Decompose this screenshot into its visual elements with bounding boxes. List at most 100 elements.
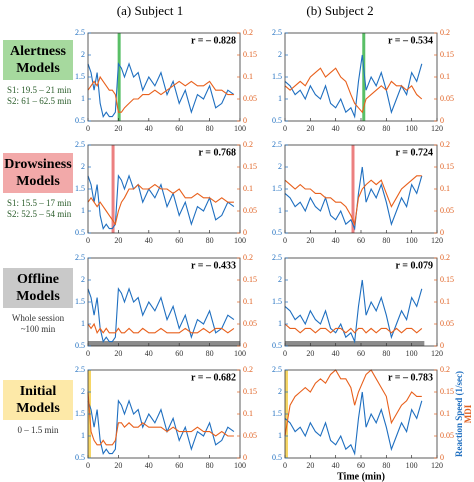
y-tick-label: 0.5 (272, 341, 282, 350)
y-tick-label: 1.5 (75, 72, 85, 81)
y2-tick-label: 0.15 (440, 275, 454, 284)
note: S1: 19.5 – 21 min (7, 85, 72, 95)
y-tick-label: 1 (81, 431, 85, 440)
y-tick-label: 2.5 (272, 253, 282, 262)
y2-axis-label: MDI (463, 404, 473, 423)
row-label-box: Initial Models (3, 380, 73, 420)
row-notes: S1: 19.5 – 21 min S2: 61 – 62.5 min (3, 85, 73, 107)
x-tick-label: 40 (145, 349, 153, 358)
x-tick-label: 0 (283, 124, 287, 133)
x-tick-label: 80 (206, 349, 214, 358)
x-tick-label: 80 (206, 236, 214, 245)
x-tick-label: 0 (86, 349, 90, 358)
y2-tick-label: 0.15 (440, 162, 454, 171)
series-line (87, 322, 235, 335)
x-tick-label: 40 (332, 349, 340, 358)
y2-tick-label: 0.1 (243, 409, 253, 418)
y2-tick-label: 0 (243, 453, 247, 462)
x-tick-label: 20 (306, 236, 314, 245)
y2-tick-label: 0 (440, 341, 444, 350)
y-tick-label: 1 (81, 319, 85, 328)
y2-tick-label: 0.15 (243, 50, 257, 59)
x-tick-label: 40 (145, 461, 153, 470)
row-label-box: Drowsiness Models (3, 153, 73, 193)
y2-tick-label: 0 (440, 453, 444, 462)
series-line (284, 369, 422, 437)
y2-tick-label: 0.2 (440, 365, 450, 374)
x-tick-label: 20 (114, 124, 122, 133)
y-tick-label: 1 (81, 94, 85, 103)
x-tick-label: 40 (332, 124, 340, 133)
y-tick-label: 2.5 (75, 140, 85, 149)
x-tick-label: 60 (357, 349, 365, 358)
y2-tick-label: 0.1 (440, 184, 450, 193)
y-tick-label: 1.5 (272, 297, 282, 306)
note: S2: 61 – 62.5 min (7, 96, 72, 106)
highlight-band (117, 33, 121, 121)
x-tick-label: 40 (332, 461, 340, 470)
y2-tick-label: 0.05 (243, 431, 257, 440)
row-label: Drowsiness Models S1: 15.5 – 17 min S2: 5… (3, 153, 73, 220)
y-tick-label: 2.5 (272, 365, 282, 374)
x-tick-label: 60 (175, 461, 183, 470)
y2-tick-label: 0.05 (440, 431, 454, 440)
y-tick-label: 2 (278, 387, 282, 396)
series-line (87, 287, 235, 343)
row-notes: S1: 15.5 – 17 min S2: 52.5 – 54 min (3, 198, 73, 220)
y2-tick-label: 0.2 (440, 253, 450, 262)
y2-tick-label: 0.15 (243, 162, 257, 171)
x-tick-label: 80 (206, 124, 214, 133)
highlight-band (88, 341, 240, 346)
x-tick-label: 60 (175, 124, 183, 133)
y2-tick-label: 0 (243, 341, 247, 350)
note: S2: 52.5 – 54 min (7, 209, 72, 219)
y2-tick-label: 0 (440, 116, 444, 125)
y-tick-label: 0.5 (272, 228, 282, 237)
y2-tick-label: 0.2 (440, 28, 450, 37)
y-tick-label: 2 (81, 387, 85, 396)
x-tick-label: 60 (357, 124, 365, 133)
x-tick-label: 100 (406, 461, 418, 470)
row-label: Alertness Models S1: 19.5 – 21 min S2: 61… (3, 40, 73, 107)
y-tick-label: 1.5 (272, 409, 282, 418)
y2-tick-label: 0 (243, 116, 247, 125)
y2-tick-label: 0.1 (440, 297, 450, 306)
y-tick-label: 2 (81, 50, 85, 59)
correlation-label: r = – 0.433 (191, 260, 236, 271)
y-tick-label: 2.5 (272, 140, 282, 149)
series-line (87, 391, 234, 446)
y-tick-label: 0.5 (75, 453, 85, 462)
y-tick-label: 2 (81, 275, 85, 284)
y-tick-label: 1.5 (272, 184, 282, 193)
x-tick-label: 80 (382, 349, 390, 358)
x-tick-label: 60 (175, 349, 183, 358)
y2-tick-label: 0.1 (440, 72, 450, 81)
x-tick-label: 120 (431, 124, 443, 133)
correlation-label: r = – 0.682 (191, 372, 236, 383)
y-tick-label: 0.5 (75, 116, 85, 125)
x-tick-label: 100 (234, 236, 246, 245)
y-tick-label: 1.5 (75, 409, 85, 418)
y-tick-label: 2.5 (75, 365, 85, 374)
x-tick-label: 20 (114, 236, 122, 245)
series-line (87, 183, 234, 226)
x-tick-label: 100 (234, 349, 246, 358)
column-title: (a) Subject 1 (117, 3, 183, 18)
y2-tick-label: 0.05 (440, 94, 454, 103)
x-tick-label: 0 (86, 461, 90, 470)
y2-tick-label: 0.2 (243, 253, 253, 262)
y2-tick-label: 0.1 (243, 72, 253, 81)
x-tick-label: 40 (332, 236, 340, 245)
x-axis-label: Time (min) (337, 471, 385, 482)
y2-tick-label: 0.05 (440, 319, 454, 328)
x-tick-label: 120 (431, 461, 443, 470)
y2-tick-label: 0.2 (243, 28, 253, 37)
correlation-label: r = 0.724 (396, 147, 433, 158)
x-tick-label: 40 (145, 236, 153, 245)
highlight-band (351, 145, 355, 233)
y-tick-label: 1.5 (272, 72, 282, 81)
x-tick-label: 0 (283, 461, 287, 470)
y2-tick-label: 0.15 (440, 387, 454, 396)
row-label: Offline Models Whole session ~100 min (3, 268, 73, 335)
